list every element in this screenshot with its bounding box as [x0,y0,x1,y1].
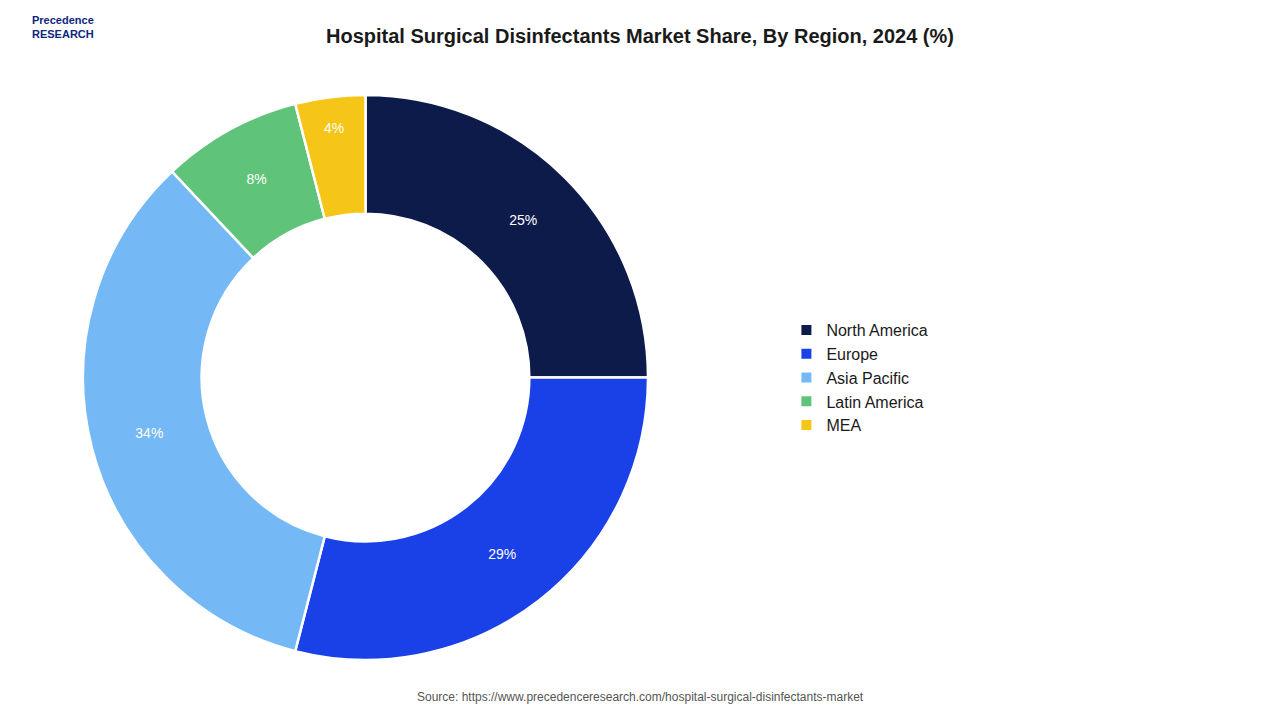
svg-text:Hospital Surgical Disinfectant: Hospital Surgical Disinfectants Market S… [326,25,954,47]
svg-text:Europe: Europe [826,346,878,363]
svg-text:8%: 8% [246,171,266,187]
svg-text:Source: https://www.precedence: Source: https://www.precedenceresearch.c… [417,690,864,704]
svg-text:29%: 29% [488,546,516,562]
svg-text:34%: 34% [135,425,163,441]
svg-text:Asia Pacific: Asia Pacific [826,370,909,387]
svg-text:North America: North America [826,322,927,339]
svg-text:PrecedenceRESEARCH: PrecedenceRESEARCH [32,14,94,40]
svg-text:25%: 25% [509,212,537,228]
svg-text:Latin America: Latin America [826,394,923,411]
svg-text:4%: 4% [324,120,344,136]
svg-text:MEA: MEA [826,417,861,434]
